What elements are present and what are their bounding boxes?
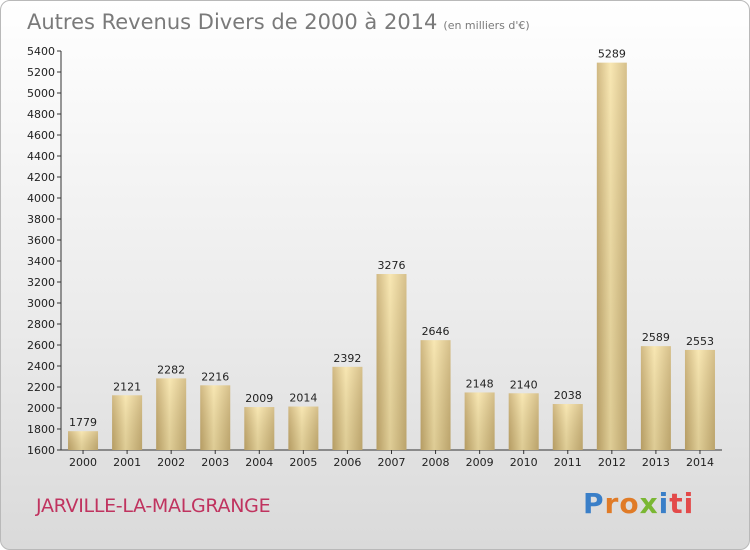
logo-letter: P <box>583 487 605 520</box>
x-tick-label: 2002 <box>157 456 185 469</box>
data-label: 2140 <box>510 378 538 391</box>
x-tick-label: 2009 <box>466 456 494 469</box>
bar-shade <box>288 406 319 450</box>
y-tick-label: 3600 <box>27 234 55 247</box>
x-tick-label: 2000 <box>69 456 97 469</box>
bar-shade <box>200 385 231 450</box>
chart-unit: (en milliers d'€) <box>443 19 530 32</box>
logo-letter: i <box>658 487 670 520</box>
y-tick-label: 3400 <box>27 255 55 268</box>
bar-shade <box>112 395 143 450</box>
proxiti-logo: Proxiti <box>583 487 694 520</box>
bar-shade <box>640 346 671 450</box>
bar-shade <box>684 349 715 450</box>
logo-letter: ti <box>669 487 695 520</box>
y-tick-label: 2400 <box>27 360 55 373</box>
data-label: 2282 <box>157 363 185 376</box>
chart-title-text: Autres Revenus Divers de 2000 à 2014 <box>27 10 438 34</box>
x-tick-label: 2010 <box>510 456 538 469</box>
data-label: 2121 <box>113 380 141 393</box>
x-tick-label: 2014 <box>686 456 714 469</box>
x-axis: 2000 2001 2002 2003 2004 2005 2006 2007 2008 2009… <box>61 449 722 469</box>
x-tick-label: 2003 <box>201 456 229 469</box>
data-label: 2646 <box>422 325 450 338</box>
x-tick-label: 2012 <box>598 456 626 469</box>
y-tick-label: 2800 <box>27 318 55 331</box>
data-label: 5289 <box>598 48 626 61</box>
commune-name: JARVILLE-LA-MALGRANGE <box>36 495 271 517</box>
y-tick-label: 4600 <box>27 129 55 142</box>
y-tick-label: 4400 <box>27 150 55 163</box>
data-label: 2014 <box>289 392 317 405</box>
x-tick-label: 2013 <box>642 456 670 469</box>
bar-shade <box>552 404 583 450</box>
bar-shade <box>420 340 451 450</box>
bar-shade <box>596 62 627 450</box>
data-label: 2553 <box>686 335 714 348</box>
y-tick-label: 2600 <box>27 339 55 352</box>
x-tick-label: 2001 <box>113 456 141 469</box>
y-tick-label: 5000 <box>27 87 55 100</box>
data-label: 2589 <box>642 331 670 344</box>
data-label: 2216 <box>201 370 229 383</box>
data-label: 2009 <box>245 392 273 405</box>
data-label: 2038 <box>554 389 582 402</box>
y-tick-label: 3000 <box>27 297 55 310</box>
y-tick-label: 2000 <box>27 402 55 415</box>
chart-title: Autres Revenus Divers de 2000 à 2014 (en … <box>27 10 530 34</box>
logo-letter: x <box>639 487 659 520</box>
logo-letter: o <box>619 487 640 520</box>
data-label: 1779 <box>69 416 97 429</box>
y-tick-label: 1600 <box>27 444 55 457</box>
y-tick-label: 2200 <box>27 381 55 394</box>
bar-shade <box>332 366 363 450</box>
bar-shade <box>68 431 99 450</box>
bar-shade <box>156 378 187 450</box>
data-label: 3276 <box>378 259 406 272</box>
bar-shade <box>464 392 495 450</box>
data-label: 2148 <box>466 377 494 390</box>
x-tick-label: 2007 <box>378 456 406 469</box>
y-tick-label: 4200 <box>27 171 55 184</box>
data-label: 2392 <box>333 352 361 365</box>
logo-letter: r <box>604 487 620 520</box>
x-tick-label: 2004 <box>245 456 273 469</box>
bars <box>68 62 715 450</box>
y-axis: 1600 1800 2000 2200 2400 2600 2800 3000 3200 3400… <box>27 45 62 457</box>
y-tick-label: 1800 <box>27 423 55 436</box>
y-tick-label: 4800 <box>27 108 55 121</box>
y-tick-label: 5400 <box>27 45 55 58</box>
bar-shade <box>244 407 275 450</box>
x-tick-label: 2005 <box>289 456 317 469</box>
y-tick-label: 4000 <box>27 192 55 205</box>
y-tick-label: 3800 <box>27 213 55 226</box>
data-labels: 1779 2121 2282 2216 2009 2014 2392 3276 2646 2148… <box>69 48 714 430</box>
x-tick-label: 2008 <box>422 456 450 469</box>
bar-shade <box>376 274 407 450</box>
y-tick-label: 3200 <box>27 276 55 289</box>
bar-shade <box>508 393 539 450</box>
x-tick-label: 2011 <box>554 456 582 469</box>
y-tick-label: 5200 <box>27 66 55 79</box>
x-tick-label: 2006 <box>333 456 361 469</box>
